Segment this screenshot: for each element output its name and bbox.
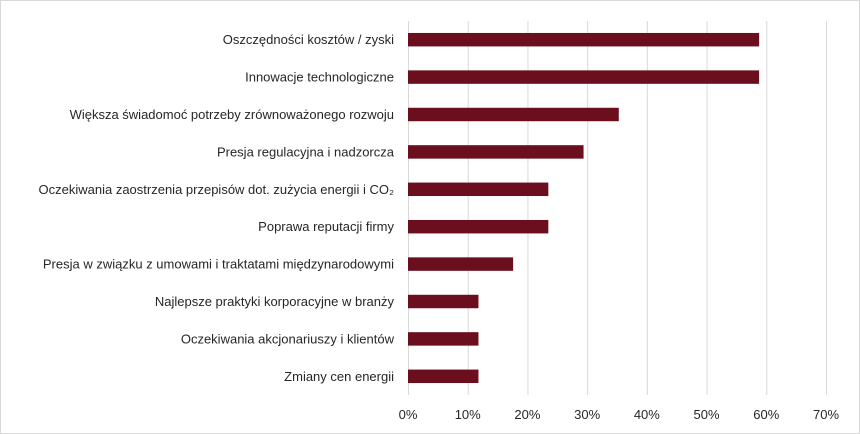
bar	[408, 294, 479, 309]
x-tick-label: 70%	[813, 407, 839, 422]
bar	[408, 145, 584, 159]
x-tick-label: 10%	[455, 407, 481, 422]
bar	[408, 332, 479, 346]
x-tick-label: 30%	[574, 407, 600, 422]
category-label: Zmiany cen energii	[284, 369, 394, 384]
bar	[408, 182, 549, 197]
x-tick-label: 40%	[634, 407, 660, 422]
category-label: Poprawa reputacji firmy	[258, 219, 394, 234]
x-axis-ticks: 0% 10% 20% 30% 40% 50% 60% 70%	[399, 407, 840, 422]
category-label: Oczekiwania zaostrzenia przepisów dot. z…	[39, 182, 394, 197]
bar	[408, 32, 760, 47]
category-labels: Oszczędności kosztów / zyski Innowacje te…	[39, 32, 395, 384]
x-tick-label: 20%	[514, 407, 540, 422]
bar	[408, 219, 549, 234]
category-label: Większa świadomoć potrzeby zrównoważoneg…	[70, 107, 394, 122]
category-label: Presja w związku z umowami i traktatami …	[43, 257, 394, 272]
category-label: Najlepsze praktyki korporacyjne w branży	[155, 294, 395, 309]
x-tick-label: 0%	[399, 407, 418, 422]
bar	[408, 369, 479, 384]
category-label: Oczekiwania akcjonariuszy i klientów	[181, 331, 395, 346]
bar	[408, 70, 760, 84]
category-label: Presja regulacyjna i nadzorcza	[217, 144, 395, 159]
bar	[408, 107, 619, 122]
category-label: Innowacje technologiczne	[245, 70, 394, 85]
bar	[408, 257, 514, 271]
x-tick-label: 60%	[753, 407, 779, 422]
bars	[408, 32, 760, 384]
category-label: Oszczędności kosztów / zyski	[223, 32, 394, 47]
x-tick-label: 50%	[694, 407, 720, 422]
